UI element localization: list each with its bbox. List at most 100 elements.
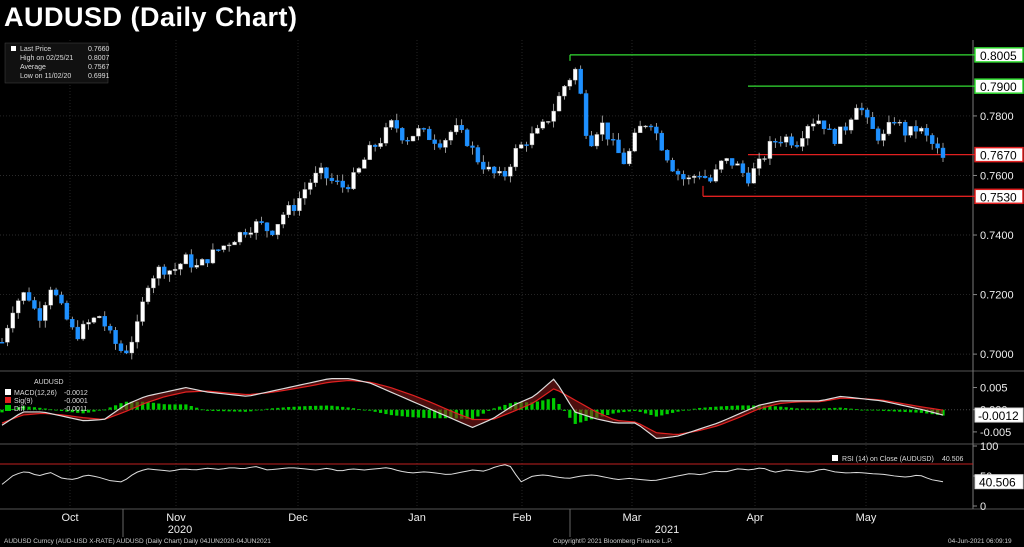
diff-bar (86, 409, 91, 413)
diff-bar (730, 405, 734, 410)
diff-bar (579, 409, 583, 423)
diff-bar (822, 408, 826, 410)
candle-body (746, 172, 751, 184)
diff-bar (92, 409, 96, 412)
price-tick-label: 0.7800 (980, 111, 1014, 123)
candle-body (318, 167, 324, 174)
candle-body (648, 125, 654, 128)
candle-body (345, 187, 351, 190)
candle-body (735, 163, 740, 166)
candle-body (351, 172, 356, 190)
diff-bar (243, 409, 247, 412)
diff-bar (611, 409, 615, 414)
candle-body (767, 141, 773, 159)
diff-bar (568, 409, 572, 418)
candle-body (935, 143, 940, 149)
level-label-box (974, 188, 1024, 205)
diff-bar (470, 409, 475, 420)
diff-bar (81, 409, 85, 414)
diff-bar (249, 409, 253, 412)
price-tick-label: 0.7200 (980, 290, 1014, 302)
candle-body (275, 224, 281, 235)
time-axis: Oct Nov Dec Jan Feb Mar Apr May 2020 2021 (61, 509, 877, 537)
candle-body (86, 322, 91, 325)
month-label: Feb (513, 512, 532, 524)
diff-bar (341, 406, 345, 410)
candle-body (827, 128, 832, 130)
candle-body (226, 244, 232, 247)
candle-body (610, 139, 616, 141)
diff-bar (849, 408, 853, 410)
diff-bar (665, 409, 669, 415)
macd-tick-label: -0.005 (980, 427, 1011, 439)
diff-bar (335, 406, 339, 410)
candle-body (659, 132, 664, 151)
candle-body (805, 125, 810, 139)
candle-body (135, 321, 140, 343)
diff-bar (65, 409, 69, 412)
info-value-last: 0.7660 (88, 46, 110, 53)
diff-bar (687, 409, 691, 411)
candle-body (551, 110, 556, 122)
candle-body (140, 301, 145, 322)
candle-body (118, 343, 124, 351)
month-label: Mar (623, 512, 642, 524)
candle-body (59, 294, 64, 304)
candle-body (811, 123, 816, 127)
candle-body (70, 319, 75, 328)
diff-bar (925, 409, 929, 414)
candle-body (729, 158, 735, 166)
diff-bar (638, 409, 642, 412)
candle-body (43, 305, 48, 321)
candle-body (335, 180, 340, 182)
month-label: Dec (288, 512, 308, 524)
diff-bar (719, 406, 723, 410)
diff-bar (654, 409, 658, 417)
diff-bar (411, 409, 415, 418)
candle-body (32, 300, 37, 309)
level-label-box (974, 78, 1024, 94)
diff-bar (600, 409, 604, 417)
diff-bar (184, 404, 188, 410)
level-label: 0.7900 (980, 80, 1017, 94)
diff-bar (0, 409, 4, 413)
diff-bar (157, 403, 161, 410)
diff-bar (368, 409, 372, 411)
diff-bar (530, 402, 534, 410)
candle-body (91, 317, 97, 323)
diff-bar (643, 409, 648, 414)
diff-bar (103, 409, 107, 411)
macd-signal-fill (2, 378, 943, 439)
candle-body (107, 325, 113, 331)
candle-body (800, 138, 805, 147)
diff-bar (806, 408, 810, 410)
diff-bar (146, 402, 150, 410)
candle-body (10, 312, 16, 329)
level-label-box (974, 146, 1024, 163)
diff-bar (670, 409, 675, 413)
candle-body (340, 180, 345, 188)
candle-body (313, 172, 318, 183)
candle-body (751, 168, 756, 184)
diff-bar (54, 409, 58, 411)
diff-bar (703, 407, 707, 410)
candle-body (573, 68, 578, 81)
price-axis: 0.7000 0.7200 0.7400 0.7600 0.7800 (973, 111, 1014, 361)
candle-body (870, 117, 875, 130)
diff-bar (811, 408, 815, 410)
candle-body (210, 249, 216, 264)
signal-legend-label: Sig(9) (14, 398, 33, 405)
diff-bar (346, 407, 350, 410)
candle-body (475, 147, 481, 163)
diff-bar (838, 407, 842, 410)
candle-body (324, 167, 329, 179)
candle-body (21, 292, 26, 301)
diff-bar (465, 409, 469, 420)
price-tick-label: 0.7000 (980, 349, 1014, 361)
candle-body (562, 85, 567, 97)
info-value-average: 0.7567 (88, 64, 110, 71)
diff-bar (908, 409, 913, 413)
candle-body (470, 145, 475, 148)
diff-bar (189, 406, 193, 410)
